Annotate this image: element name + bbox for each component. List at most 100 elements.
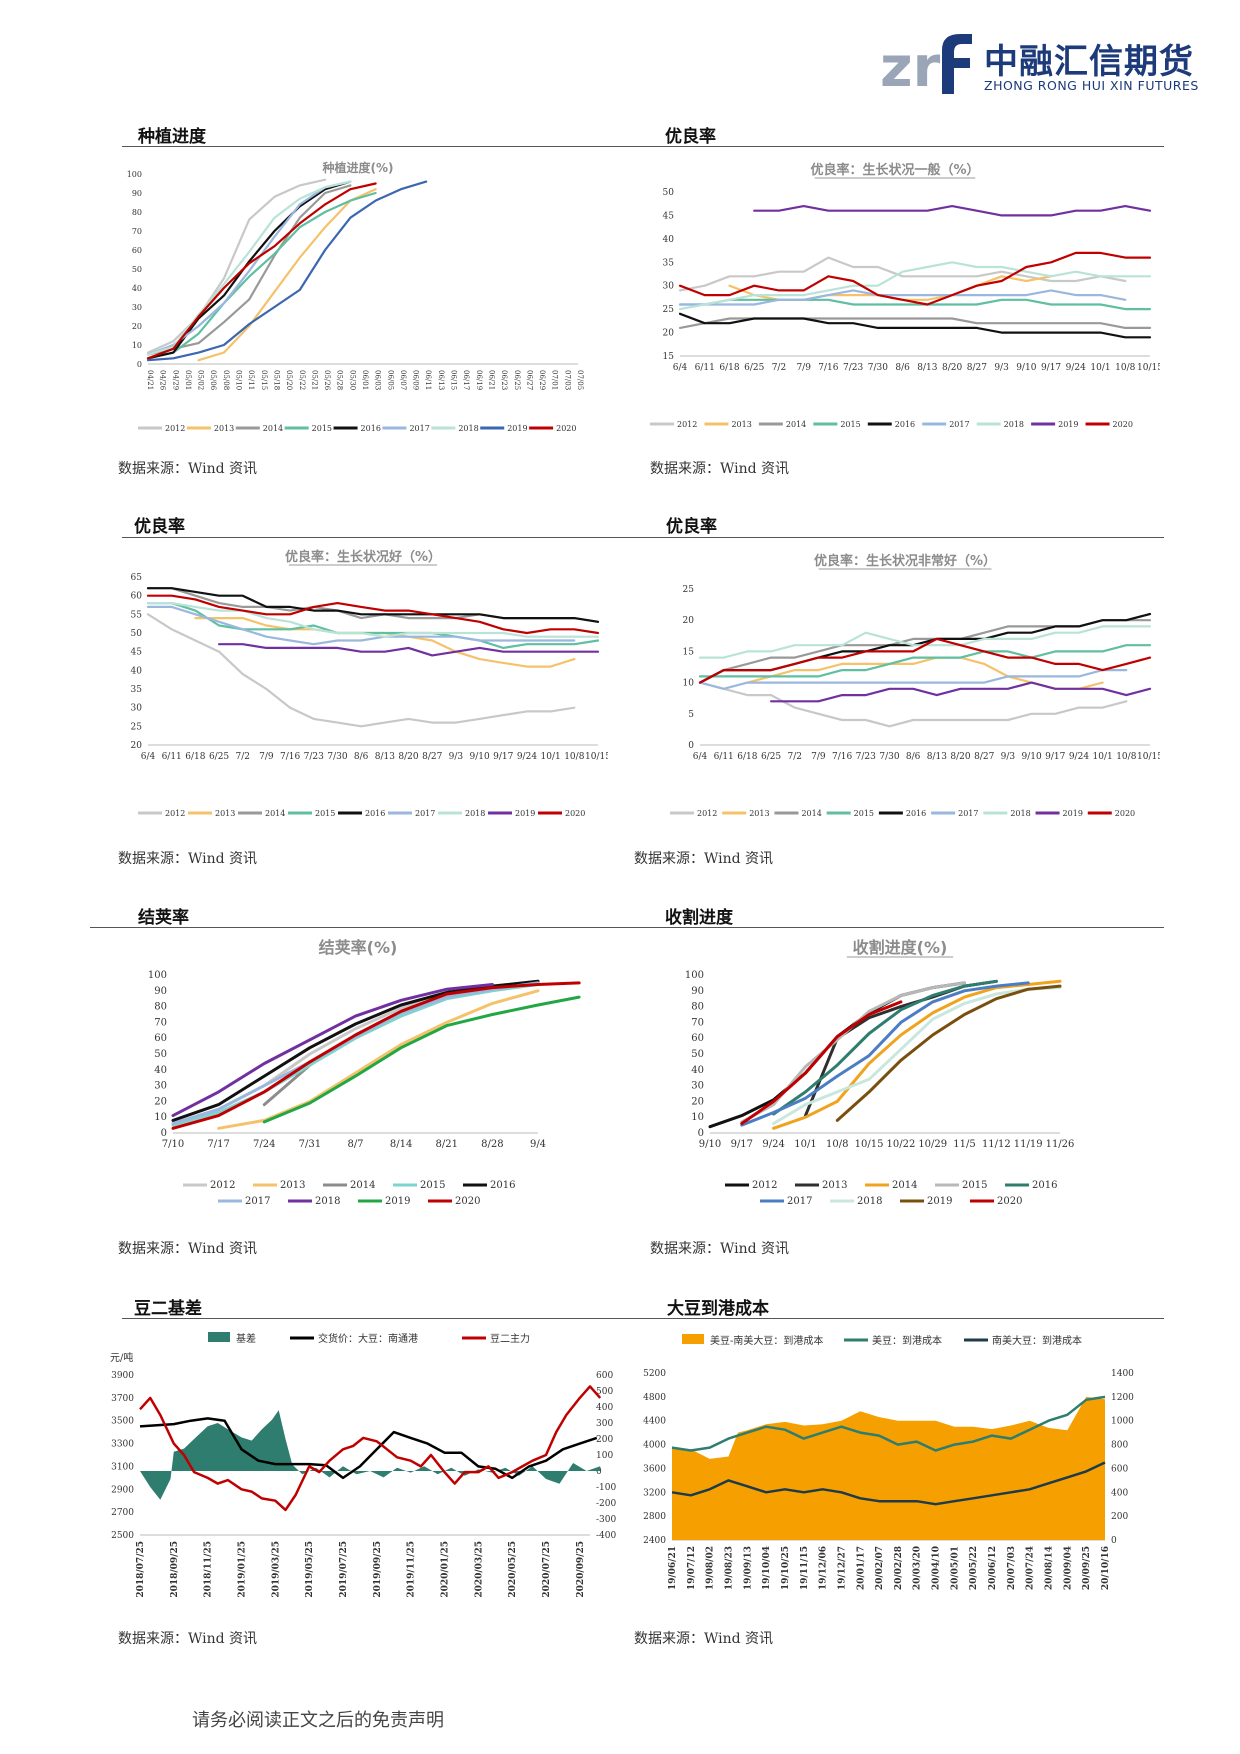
x-tick-label: 04/26	[159, 370, 167, 391]
x-tick-label: 6/11	[162, 752, 182, 762]
source-note: 数据来源：Wind 资讯	[650, 461, 790, 477]
x-tick-label: 8/6	[906, 752, 921, 762]
x-tick-label: 6/11	[714, 752, 734, 762]
legend-label: 2014	[350, 1180, 375, 1191]
y-tick-label: 30	[154, 1081, 167, 1092]
legend-label: 2018	[1004, 420, 1024, 429]
y-tick-label: 15	[663, 352, 675, 362]
y-tick-label: 80	[691, 1002, 704, 1013]
y-tick-label: 4800	[643, 1393, 666, 1403]
x-tick-label: 20/05/01	[950, 1546, 960, 1590]
section-title-rating-1: 优良率	[665, 127, 716, 147]
source-note: 数据来源：Wind 资讯	[118, 851, 258, 867]
x-tick-label: 7/30	[879, 752, 899, 762]
y2-tick-label: 600	[596, 1371, 613, 1381]
source-note: 数据来源：Wind 资讯	[118, 461, 258, 477]
y2-tick-label: 100	[596, 1451, 613, 1461]
chart-rating-excellent: 优良率：生长状况非常好（%） 0 5 10 15 20 25 6/4 6/11 6/18 6/25 7…	[650, 543, 1160, 833]
series-line-2020	[678, 251, 1152, 306]
series-line-2015	[678, 298, 1152, 311]
legend-label: 2016	[361, 424, 381, 433]
x-tick-label: 20/02/28	[894, 1546, 904, 1590]
legend-label: 2012	[165, 424, 185, 433]
y-tick-label: 50	[154, 1049, 167, 1060]
x-tick-label: 7/17	[207, 1139, 229, 1150]
x-tick-label: 05/18	[272, 370, 280, 390]
series-line-2017	[146, 605, 576, 646]
y-tick-label: 70	[691, 1017, 704, 1028]
y-tick-label: 0	[137, 360, 142, 369]
y-tick-label: 35	[131, 685, 143, 695]
y2-tick-label: 1400	[1111, 1369, 1134, 1379]
legend-label: 2020	[455, 1196, 480, 1207]
legend-label: 2015	[840, 420, 860, 429]
x-tick-label: 06/21	[487, 370, 495, 390]
legend-label: 2019	[515, 809, 535, 818]
x-tick-label: 6/25	[209, 752, 229, 762]
legend-label: 2020	[997, 1196, 1022, 1207]
x-tick-label: 8/21	[436, 1139, 458, 1150]
y-tick-label: 55	[131, 610, 143, 620]
legend-label: 2015	[420, 1180, 445, 1191]
x-tick-label: 05/01	[184, 370, 192, 390]
legend-label: 基差	[236, 1332, 256, 1345]
y-tick-label: 2700	[111, 1508, 134, 1518]
x-tick-label: 10/15	[585, 752, 608, 762]
y-tick-label: 2900	[111, 1485, 134, 1495]
x-tick-label: 6/4	[673, 363, 688, 373]
x-tick-label: 7/9	[259, 752, 274, 762]
series-line-2017	[171, 981, 540, 1125]
source-note: 数据来源：Wind 资讯	[118, 1241, 258, 1257]
series-line-2013	[217, 989, 540, 1130]
series-line-2018	[678, 261, 1152, 311]
series-line-2017	[740, 981, 1030, 1127]
x-tick-label: 6/18	[185, 752, 205, 762]
y-tick-label: 100	[148, 970, 167, 981]
legend-label: 2016	[490, 1180, 515, 1191]
chart-title: 优良率：生长状况好（%）	[285, 549, 441, 565]
y-tick-label: 90	[154, 986, 167, 997]
legend-label: 2017	[409, 424, 429, 433]
x-tick-label: 8/27	[967, 363, 987, 373]
legend-label: 2012	[165, 809, 185, 818]
legend-label: 2019	[507, 424, 527, 433]
x-tick-label: 19/11/15	[800, 1546, 810, 1590]
y-tick-label: 3900	[111, 1371, 134, 1381]
x-tick-label: 9/17	[1045, 752, 1065, 762]
series-line-2020	[171, 981, 581, 1130]
y-tick-label: 2500	[111, 1531, 134, 1541]
y-tick-label: 80	[154, 1002, 167, 1013]
legend-label: 2019	[385, 1196, 410, 1207]
legend-label: 2014	[265, 809, 285, 818]
x-tick-label: 05/28	[336, 370, 344, 390]
x-tick-label: 20/09/04	[1063, 1546, 1073, 1590]
legend-label: 2018	[458, 424, 478, 433]
legend-label: 2015	[315, 809, 335, 818]
x-tick-label: 06/29	[538, 370, 546, 390]
x-tick-label: 8/20	[942, 363, 962, 373]
source-note: 数据来源：Wind 资讯	[118, 1631, 258, 1647]
x-tick-label: 19/08/02	[706, 1546, 716, 1590]
y-tick-label: 20	[154, 1096, 167, 1107]
x-tick-label: 9/10	[1021, 752, 1041, 762]
x-tick-label: 7/16	[832, 752, 852, 762]
x-tick-label: 8/13	[917, 363, 937, 373]
legend-label: 2016	[906, 809, 926, 818]
x-tick-label: 06/09	[412, 370, 420, 390]
x-tick-label: 10/8	[1115, 363, 1135, 373]
logo-chinese: 中融汇信期货	[984, 42, 1194, 82]
x-tick-label: 7/10	[162, 1139, 184, 1150]
company-logo: zr 中融汇信期货 ZHONG RONG HUI XIN FUTURES	[880, 28, 1198, 98]
x-tick-label: 8/20	[398, 752, 418, 762]
x-tick-label: 05/10	[235, 370, 243, 390]
y-tick-label: 70	[154, 1017, 167, 1028]
section-title-basis: 豆二基差	[134, 1299, 202, 1319]
x-tick-label: 06/01	[361, 370, 369, 390]
x-tick-label: 9/24	[1066, 363, 1086, 373]
y-tick-label: 50	[663, 188, 675, 198]
x-tick-label: 6/4	[693, 752, 708, 762]
x-tick-label: 10/1	[1090, 363, 1110, 373]
x-tick-label: 10/8	[564, 752, 584, 762]
series-line-2015	[698, 644, 1152, 678]
legend-label: 2013	[731, 420, 751, 429]
